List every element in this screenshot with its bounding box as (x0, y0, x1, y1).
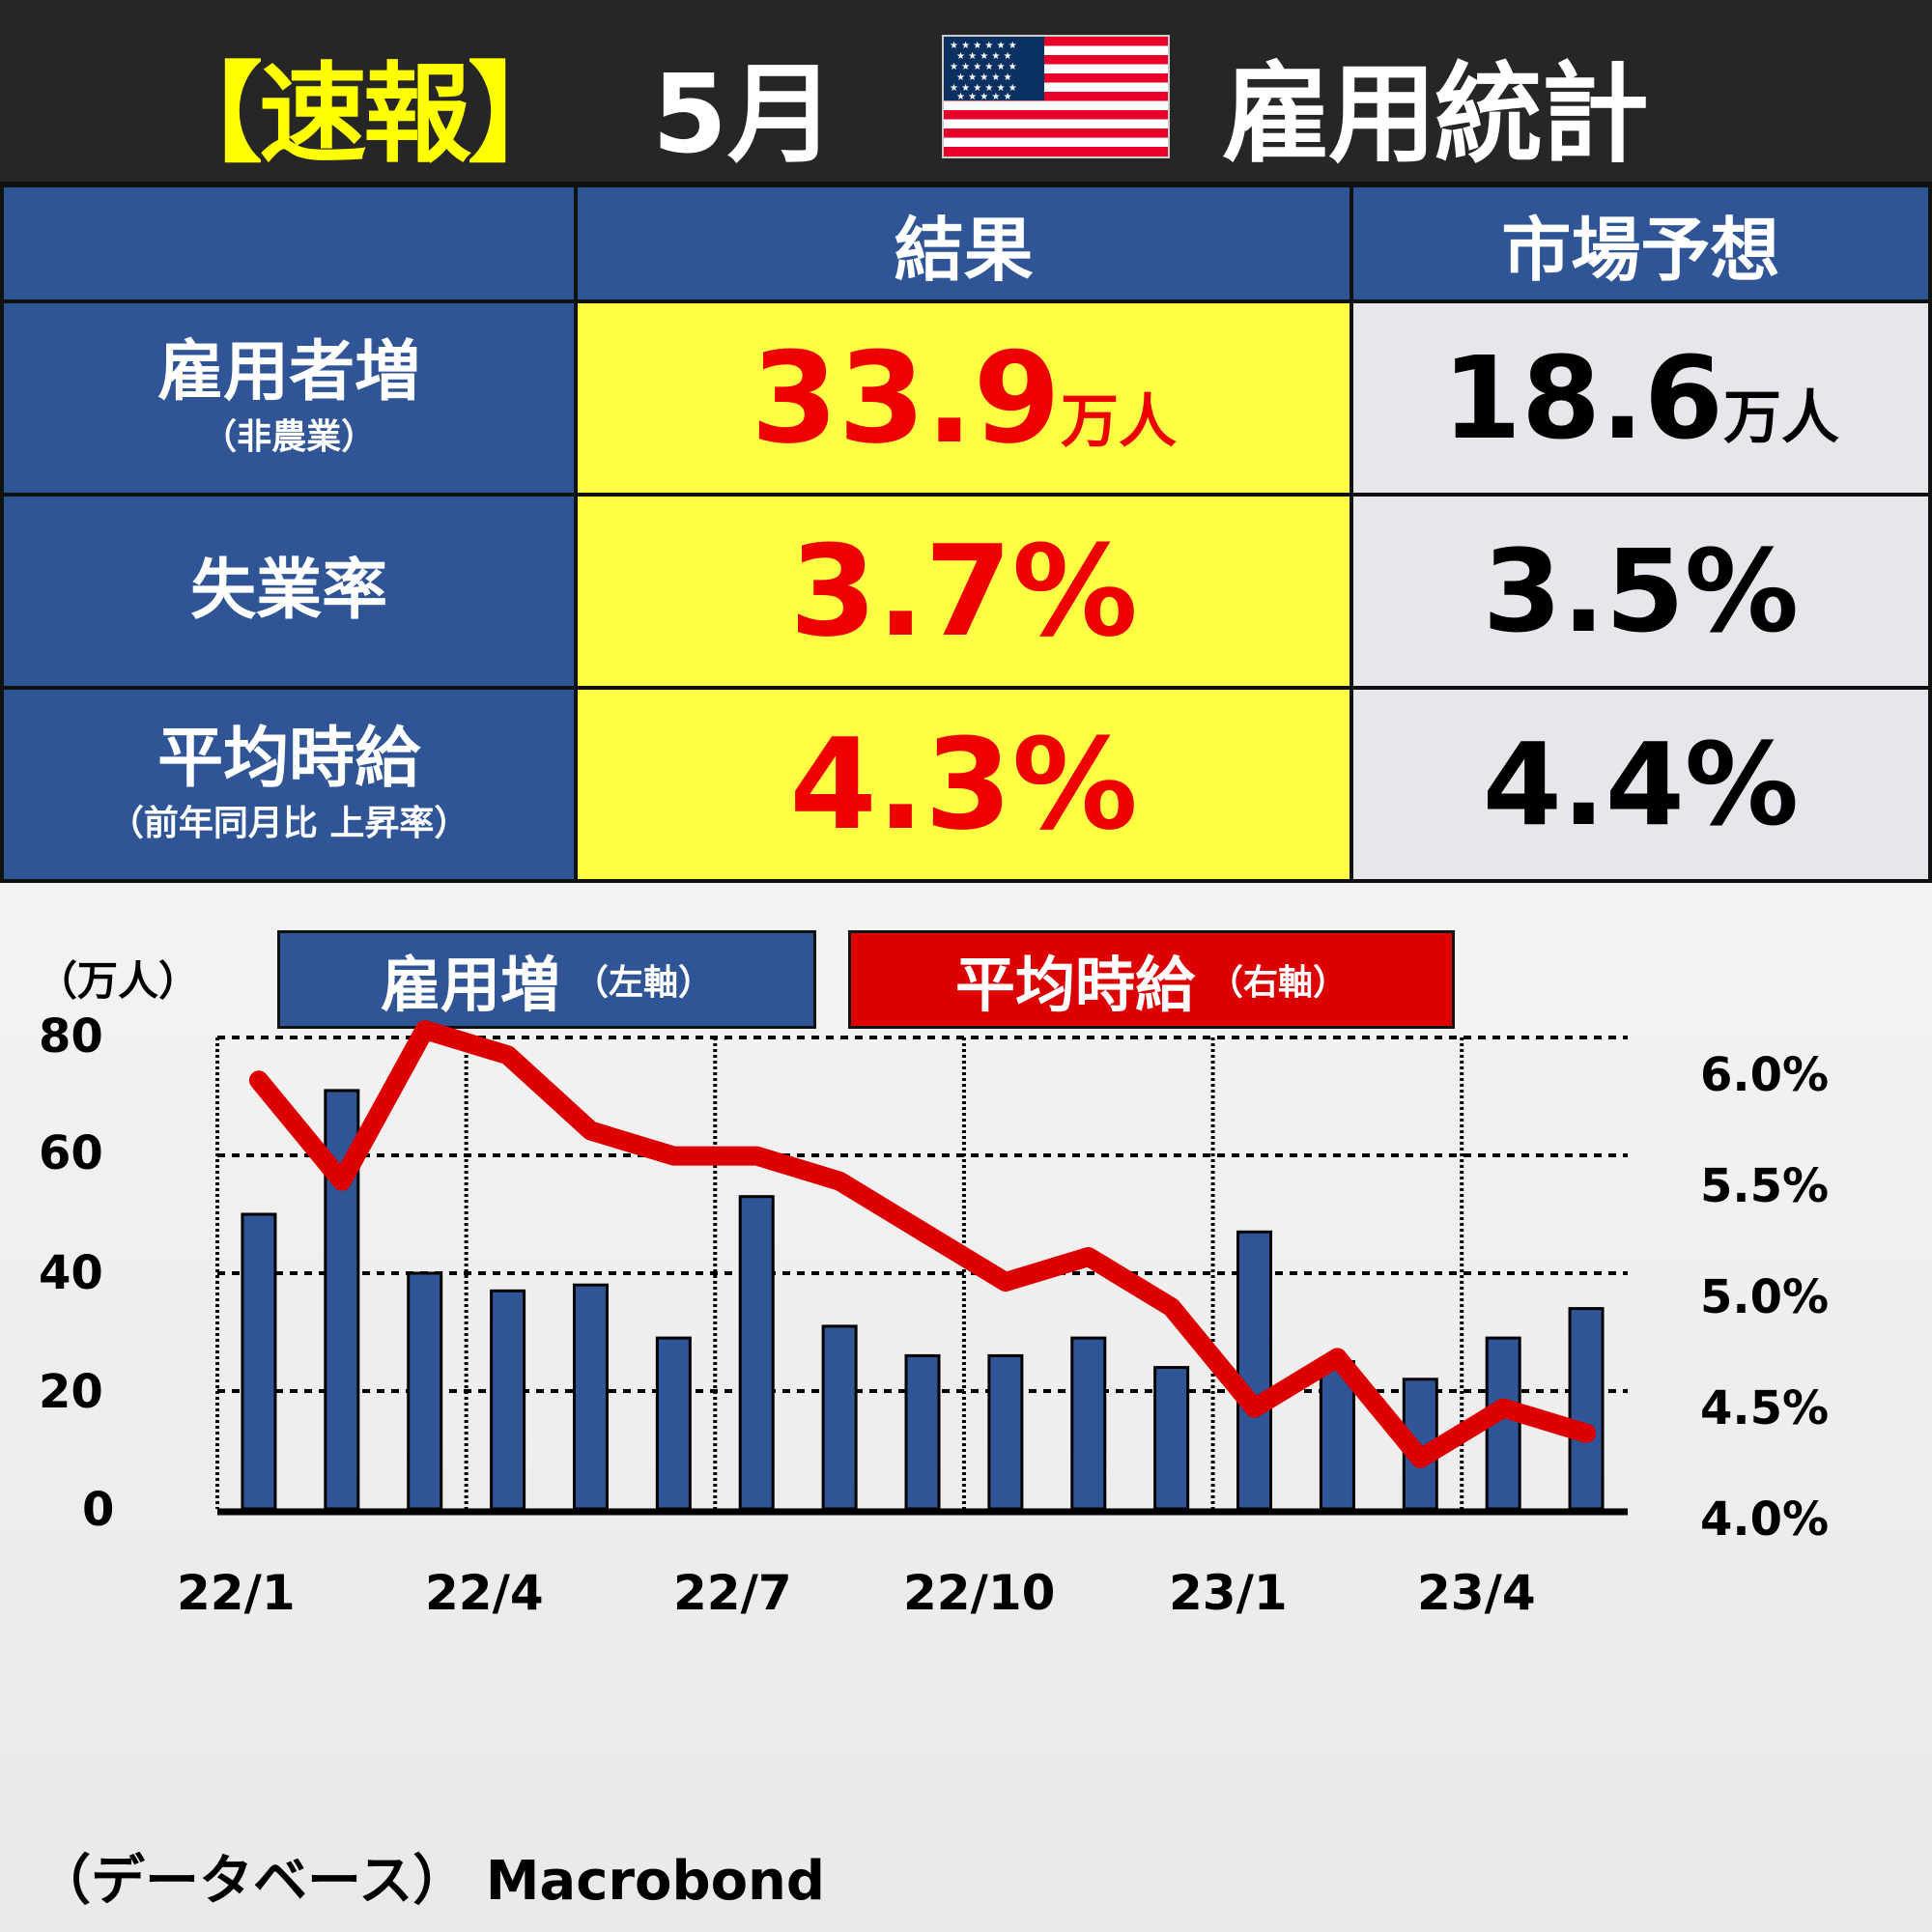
svg-text:★ ★ ★ ★ ★: ★ ★ ★ ★ ★ (956, 92, 1012, 102)
legend-item-wages: 平均時給 （右軸） (848, 930, 1455, 1029)
svg-text:★ ★ ★ ★ ★ ★: ★ ★ ★ ★ ★ ★ (950, 41, 1017, 51)
header-banner: 【速報】 5月 ★ ★ ★ ★ ★ ★ ★ ★ ★ ★ ★ ★ ★ ★ ★ ★ … (0, 0, 1932, 185)
forecast-unit: 万人 (1723, 384, 1839, 452)
row-sublabel: （非農業） (202, 417, 377, 458)
bar-22/11 (1070, 1336, 1107, 1511)
bar-22/8 (821, 1324, 858, 1511)
legend-sublabel: （右軸） (1208, 963, 1349, 1003)
right-tick: 4.0% (1700, 1492, 1830, 1547)
x-tick: 22/1 (177, 1565, 296, 1621)
right-tick: 5.5% (1700, 1159, 1830, 1213)
us-flag-icon: ★ ★ ★ ★ ★ ★ ★ ★ ★ ★ ★ ★ ★ ★ ★ ★ ★ ★ ★ ★ … (942, 35, 1170, 158)
result-value: 33.9 (751, 325, 1061, 471)
column-header-forecast: 市場予想 (1349, 184, 1932, 303)
bar-23/1 (1236, 1230, 1273, 1511)
results-table: 結果 市場予想 雇用者増 （非農業） 33.9万人 18.6万人 失業率 3.7… (0, 184, 1932, 883)
svg-text:★ ★ ★ ★ ★: ★ ★ ★ ★ ★ (956, 51, 1012, 62)
row-label: 雇用者増 (157, 333, 421, 411)
legend-sublabel: （左軸） (574, 963, 714, 1003)
x-tick: 22/4 (425, 1565, 544, 1621)
month-label: 5月 (652, 52, 836, 178)
bar-22/3 (407, 1271, 443, 1511)
forecast-value: 3.5% (1482, 525, 1800, 658)
data-source: （データベース） Macrobond (37, 1850, 826, 1913)
row-label: 平均時給 (157, 720, 421, 797)
right-tick: 6.0% (1700, 1048, 1830, 1102)
page-title: 雇用統計 (1222, 52, 1649, 178)
bar-22/6 (655, 1336, 692, 1511)
x-tick: 23/4 (1417, 1565, 1536, 1621)
breaking-badge: 【速報】 (155, 52, 576, 178)
forecast-value: 4.4% (1482, 718, 1800, 851)
bar-22/7 (738, 1195, 775, 1511)
result-value: 4.3% (789, 711, 1138, 858)
column-header-result: 結果 (574, 184, 1353, 303)
table-row-payrolls: 雇用者増 （非農業） 33.9万人 18.6万人 (0, 299, 1932, 497)
bar-22/9 (904, 1353, 941, 1511)
row-label: 失業率 (190, 552, 388, 629)
bar-22/1 (241, 1212, 277, 1511)
bar-22/10 (987, 1353, 1024, 1511)
column-header-empty (0, 184, 579, 303)
bar-22/5 (572, 1283, 609, 1511)
x-tick: 22/7 (673, 1565, 792, 1621)
wage-growth-line (248, 1020, 1597, 1468)
x-tick: 22/10 (903, 1565, 1056, 1621)
left-tick: 0 (82, 1483, 115, 1537)
left-axis-unit: （万人） (37, 957, 200, 1005)
legend-item-payrolls: 雇用増 （左軸） (277, 930, 816, 1029)
svg-text:★ ★ ★ ★ ★: ★ ★ ★ ★ ★ (956, 72, 1012, 83)
left-tick: 80 (39, 1009, 103, 1064)
left-tick: 60 (39, 1126, 103, 1180)
table-header-row: 結果 市場予想 (0, 184, 1932, 303)
svg-text:★ ★ ★ ★ ★ ★: ★ ★ ★ ★ ★ ★ (950, 62, 1017, 72)
right-tick: 4.5% (1700, 1381, 1830, 1435)
bar-22/12 (1153, 1366, 1190, 1511)
left-tick: 40 (39, 1246, 103, 1300)
legend-label: 雇用増 (380, 950, 560, 1020)
result-unit: 万人 (1060, 388, 1177, 456)
svg-text:★ ★ ★ ★ ★ ★: ★ ★ ★ ★ ★ ★ (950, 83, 1017, 94)
legend-label: 平均時給 (954, 950, 1195, 1020)
bar-22/4 (490, 1289, 526, 1511)
result-value: 3.7% (789, 518, 1138, 665)
table-row-unemployment: 失業率 3.7% 3.5% (0, 493, 1932, 690)
table-row-wages: 平均時給 （前年同月比 上昇率） 4.3% 4.4% (0, 686, 1932, 883)
left-tick: 20 (39, 1365, 103, 1419)
forecast-value: 18.6 (1441, 331, 1723, 465)
right-tick: 5.0% (1700, 1270, 1830, 1324)
x-tick: 23/1 (1169, 1565, 1288, 1621)
row-sublabel: （前年同月比 上昇率） (108, 804, 469, 844)
bar-23/5 (1568, 1307, 1605, 1511)
